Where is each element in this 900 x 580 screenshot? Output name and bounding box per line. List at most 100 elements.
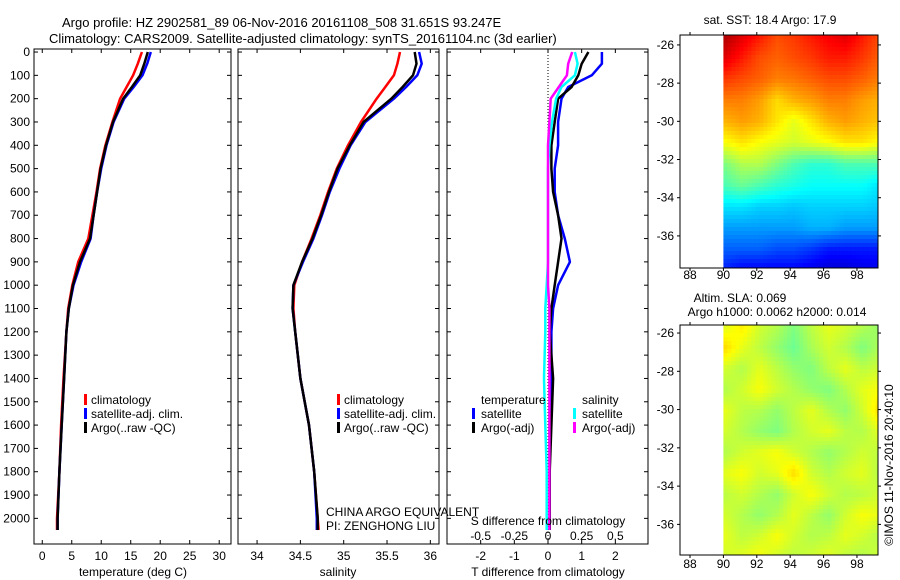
- heatmap-cell: [827, 441, 832, 446]
- heatmap-cell: [775, 235, 780, 240]
- heatmap-cell: [771, 187, 776, 192]
- heatmap-cell: [815, 453, 820, 458]
- heatmap-cell: [831, 517, 836, 522]
- heatmap-cell: [731, 397, 736, 402]
- heatmap-cell: [775, 79, 780, 84]
- heatmap-cell: [775, 203, 780, 208]
- heatmap-cell: [851, 333, 856, 338]
- heatmap-cell: [751, 441, 756, 446]
- heatmap-cell: [843, 417, 848, 422]
- heatmap-cell: [791, 405, 796, 410]
- heatmap-cell: [783, 139, 788, 144]
- heatmap-cell: [847, 67, 852, 72]
- heatmap-cell: [787, 513, 792, 518]
- heatmap-cell: [747, 457, 752, 462]
- heatmap-cell: [871, 111, 876, 116]
- heatmap-cell: [739, 357, 744, 362]
- heatmap-cell: [875, 461, 879, 466]
- heatmap-cell: [767, 409, 772, 414]
- heatmap-cell: [819, 99, 824, 104]
- heatmap-cell: [799, 211, 804, 216]
- heatmap-cell: [847, 485, 852, 490]
- heatmap-cell: [847, 465, 852, 470]
- heatmap-cell: [831, 441, 836, 446]
- heatmap-cell: [731, 505, 736, 510]
- heatmap-cell: [871, 465, 876, 470]
- heatmap-cell: [835, 159, 840, 164]
- heatmap-cell: [727, 59, 732, 64]
- heatmap-cell: [863, 203, 868, 208]
- heatmap-cell: [779, 235, 784, 240]
- heatmap-cell: [819, 43, 824, 48]
- heatmap-cell: [823, 123, 828, 128]
- heatmap-cell: [815, 525, 820, 530]
- heatmap-cell: [827, 469, 832, 474]
- heatmap-cell: [819, 39, 824, 44]
- heatmap-cell: [839, 449, 844, 454]
- heatmap-cell: [867, 345, 872, 350]
- heatmap-cell: [747, 151, 752, 156]
- heatmap-cell: [723, 175, 728, 180]
- heatmap-cell: [851, 103, 856, 108]
- heatmap-cell: [827, 345, 832, 350]
- heatmap-cell: [799, 357, 804, 362]
- heatmap-cell: [779, 429, 784, 434]
- heatmap-cell: [727, 143, 732, 148]
- heatmap-cell: [811, 59, 816, 64]
- heatmap-cell: [739, 143, 744, 148]
- heatmap-cell: [843, 95, 848, 100]
- heatmap-cell: [827, 179, 832, 184]
- heatmap-cell: [755, 211, 760, 216]
- heatmap-cell: [735, 251, 740, 256]
- heatmap-cell: [811, 119, 816, 124]
- heatmap-cell: [839, 329, 844, 334]
- heatmap-cell: [763, 47, 768, 52]
- heatmap-cell: [727, 385, 732, 390]
- heatmap-cell: [751, 147, 756, 152]
- heatmap-cell: [783, 187, 788, 192]
- heatmap-cell: [875, 51, 879, 56]
- heatmap-cell: [739, 111, 744, 116]
- heatmap-cell: [815, 151, 820, 156]
- heatmap-cell: [755, 167, 760, 172]
- heatmap-cell: [787, 107, 792, 112]
- heatmap-cell: [875, 143, 879, 148]
- heatmap-cell: [863, 247, 868, 252]
- heatmap-cell: [855, 35, 860, 40]
- heatmap-cell: [863, 521, 868, 526]
- heatmap-cell: [735, 135, 740, 140]
- heatmap-cell: [743, 413, 748, 418]
- heatmap-cell: [859, 329, 864, 334]
- s-difference-xlabel: S difference from climatology: [471, 514, 626, 528]
- heatmap-cell: [775, 155, 780, 160]
- heatmap-cell: [875, 353, 879, 358]
- heatmap-cell: [795, 71, 800, 76]
- y-tick-label: -32: [657, 441, 675, 455]
- heatmap-cell: [791, 235, 796, 240]
- heatmap-cell: [731, 191, 736, 196]
- heatmap-cell: [875, 243, 879, 248]
- figure-title-line2: Climatology: CARS2009. Satellite-adjuste…: [49, 31, 557, 46]
- heatmap-cell: [751, 397, 756, 402]
- heatmap-cell: [799, 541, 804, 546]
- heatmap-cell: [851, 501, 856, 506]
- heatmap-cell: [751, 231, 756, 236]
- heatmap-cell: [851, 55, 856, 60]
- heatmap-cell: [867, 349, 872, 354]
- heatmap-cell: [747, 51, 752, 56]
- heatmap-cell: [867, 373, 872, 378]
- heatmap-cell: [811, 87, 816, 92]
- heatmap-cell: [763, 541, 768, 546]
- heatmap-cell: [831, 155, 836, 160]
- heatmap-cell: [751, 377, 756, 382]
- heatmap-cell: [787, 541, 792, 546]
- heatmap-cell: [807, 87, 812, 92]
- heatmap-cell: [743, 183, 748, 188]
- heatmap-cell: [771, 235, 776, 240]
- heatmap-cell: [795, 417, 800, 422]
- heatmap-cell: [827, 187, 832, 192]
- heatmap-cell: [755, 215, 760, 220]
- heatmap-cell: [855, 191, 860, 196]
- heatmap-cell: [751, 43, 756, 48]
- heatmap-cell: [823, 103, 828, 108]
